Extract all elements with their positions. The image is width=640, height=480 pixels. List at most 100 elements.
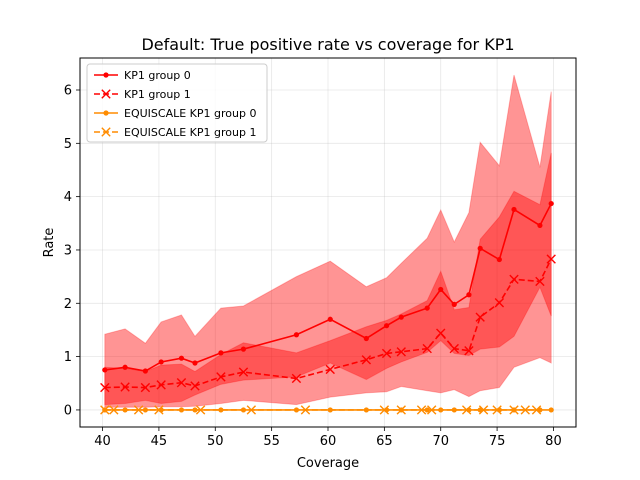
data-point [478,405,489,415]
data-point [449,343,459,354]
data-point [133,405,144,415]
data-point [216,372,226,382]
data-point [451,407,457,413]
data-point [156,380,166,390]
data-point [424,407,430,413]
data-point [379,405,390,415]
data-point [142,368,148,374]
data-point [325,364,335,375]
series-1 [100,254,556,393]
data-point [548,407,554,413]
confidence-band-1 [104,152,552,408]
data-point [496,256,502,263]
data-point [396,347,406,357]
data-point [509,274,519,284]
y-tick-label: 1 [64,350,72,365]
data-point [537,222,543,229]
data-point [466,292,472,298]
x-tick-label: 65 [376,434,393,449]
legend: KP1 group 0 KP1 group 1 EQUISCALE KP1 grou… [86,63,268,143]
x-tick-label: 40 [94,434,111,449]
data-point [438,286,444,293]
data-point [511,206,517,213]
data-point [384,323,390,329]
x-tick-label: 75 [489,434,506,449]
data-point [240,346,247,352]
legend-box [86,63,268,143]
data-point [192,360,198,366]
data-point [381,348,392,359]
confidence-band-0 [104,74,552,406]
y-tick-label: 0 [64,403,72,418]
legend-marker [101,89,111,99]
data-point [109,405,119,415]
x-axis-ticks: 40 45 50 55 60 65 70 75 80 [94,427,562,449]
data-point [238,367,249,377]
data-point [140,382,151,393]
y-tick-label: 5 [64,137,72,152]
confidence-bands [104,74,552,408]
data-point [494,298,505,308]
x-tick-label: 80 [545,434,562,449]
x-tick-label: 45 [151,434,168,449]
data-point [291,373,302,384]
y-tick-label: 4 [64,190,72,205]
data-point [398,314,404,320]
y-tick-label: 6 [64,83,72,98]
legend-item-1: KP1 group 1 [94,88,191,101]
data-point [158,359,164,365]
data-point [475,312,485,322]
legend-item-2: EQUISCALE KP1 group 0 [94,107,256,120]
data-point [195,405,206,415]
chart-title: Default: True positive rate vs coverage … [141,35,514,54]
data-point [218,407,224,413]
data-point [327,316,333,322]
data-point [464,346,474,356]
data-point [120,382,130,392]
data-point [154,405,164,415]
data-point [492,405,502,415]
data-point [122,364,128,370]
legend-marker [101,127,111,137]
data-point [190,381,200,391]
legend-label: KP1 group 0 [124,69,191,82]
data-point [300,405,311,415]
data-point [178,355,185,361]
data-point [548,200,554,207]
legend-item-3: EQUISCALE KP1 group 1 [94,126,256,139]
data-point [218,350,224,356]
data-point [100,382,110,393]
x-tick-label: 55 [263,434,280,449]
data-point [451,301,457,307]
series-lines [100,200,556,415]
legend-marker [103,72,109,78]
y-axis-label: Rate [42,228,57,258]
data-point [100,405,110,415]
series-line-1 [104,258,552,389]
series-0 [102,200,554,374]
y-axis-ticks: 0 1 2 3 4 5 6 [64,83,80,418]
x-tick-label: 60 [320,434,337,449]
legend-label: KP1 group 1 [124,88,191,101]
data-point [361,355,372,365]
data-point [509,405,519,415]
data-point [546,254,556,264]
y-tick-label: 2 [64,297,72,312]
data-point [427,405,437,415]
y-tick-label: 3 [64,243,72,258]
data-point [520,405,530,415]
data-point [176,378,187,388]
legend-label: EQUISCALE KP1 group 1 [124,126,256,139]
x-tick-label: 70 [432,434,449,449]
data-point [531,405,542,415]
data-point [102,367,108,373]
data-point [436,328,446,338]
data-point [535,276,545,287]
x-axis-label: Coverage [297,456,359,471]
data-point [293,332,300,338]
data-point [422,343,432,354]
legend-item-0: KP1 group 0 [94,69,191,82]
data-point [461,405,472,415]
series-3 [100,405,542,415]
